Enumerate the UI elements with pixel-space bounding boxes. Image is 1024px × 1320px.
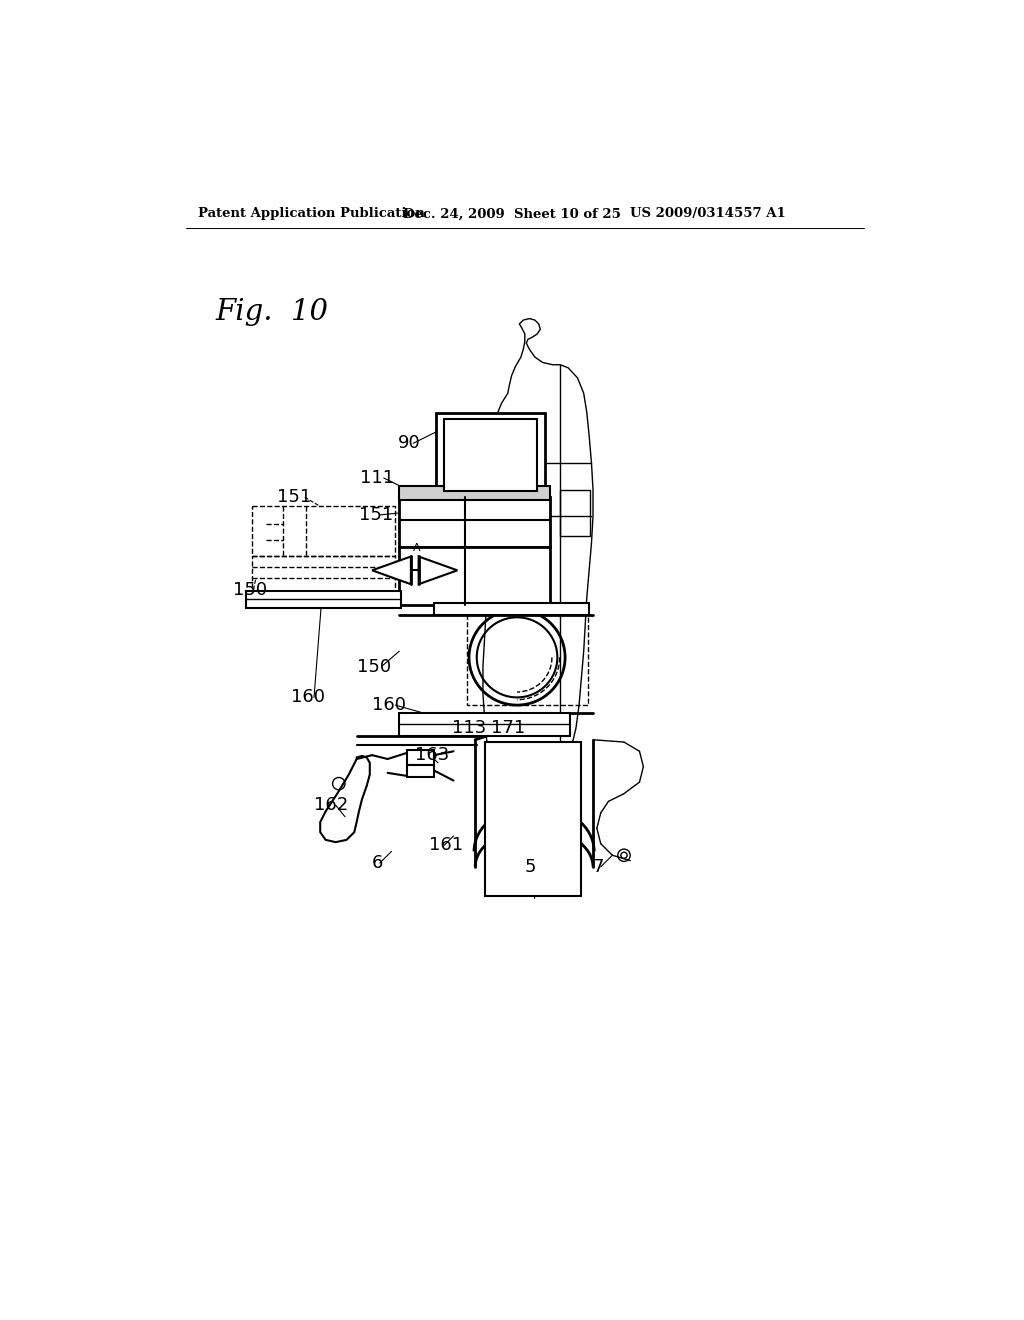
Bar — [399, 548, 550, 605]
Bar — [436, 412, 545, 498]
Bar — [444, 418, 538, 491]
Bar — [407, 766, 434, 776]
Text: Fig.  10: Fig. 10 — [216, 298, 329, 326]
Bar — [560, 490, 590, 536]
Text: 162: 162 — [314, 796, 348, 814]
Bar — [467, 612, 588, 705]
Text: 160: 160 — [372, 696, 407, 714]
Text: 163: 163 — [415, 746, 449, 764]
Text: A: A — [413, 544, 420, 553]
Text: US 2009/0314557 A1: US 2009/0314557 A1 — [630, 207, 786, 220]
Text: 5: 5 — [524, 858, 537, 875]
Text: 161: 161 — [429, 837, 463, 854]
Text: 151: 151 — [276, 488, 311, 506]
Text: 150: 150 — [232, 581, 266, 598]
Polygon shape — [419, 557, 458, 585]
Text: 150: 150 — [356, 657, 391, 676]
Bar — [434, 603, 589, 615]
Bar — [399, 713, 569, 737]
Bar — [246, 591, 400, 609]
Bar — [484, 742, 582, 896]
Text: 151: 151 — [359, 506, 393, 524]
Text: 113: 113 — [452, 719, 486, 737]
Text: Dec. 24, 2009  Sheet 10 of 25: Dec. 24, 2009 Sheet 10 of 25 — [403, 207, 621, 220]
Text: Patent Application Publication: Patent Application Publication — [198, 207, 425, 220]
Bar — [399, 486, 550, 499]
Text: 171: 171 — [490, 719, 525, 737]
Text: 111: 111 — [360, 469, 394, 487]
Bar — [252, 557, 395, 591]
Text: 7: 7 — [593, 858, 604, 875]
Text: 90: 90 — [397, 434, 421, 453]
Polygon shape — [372, 557, 411, 585]
Bar — [252, 507, 395, 557]
Bar — [399, 498, 550, 548]
Text: 6: 6 — [372, 854, 384, 873]
Bar — [407, 750, 434, 766]
Text: 160: 160 — [291, 689, 325, 706]
